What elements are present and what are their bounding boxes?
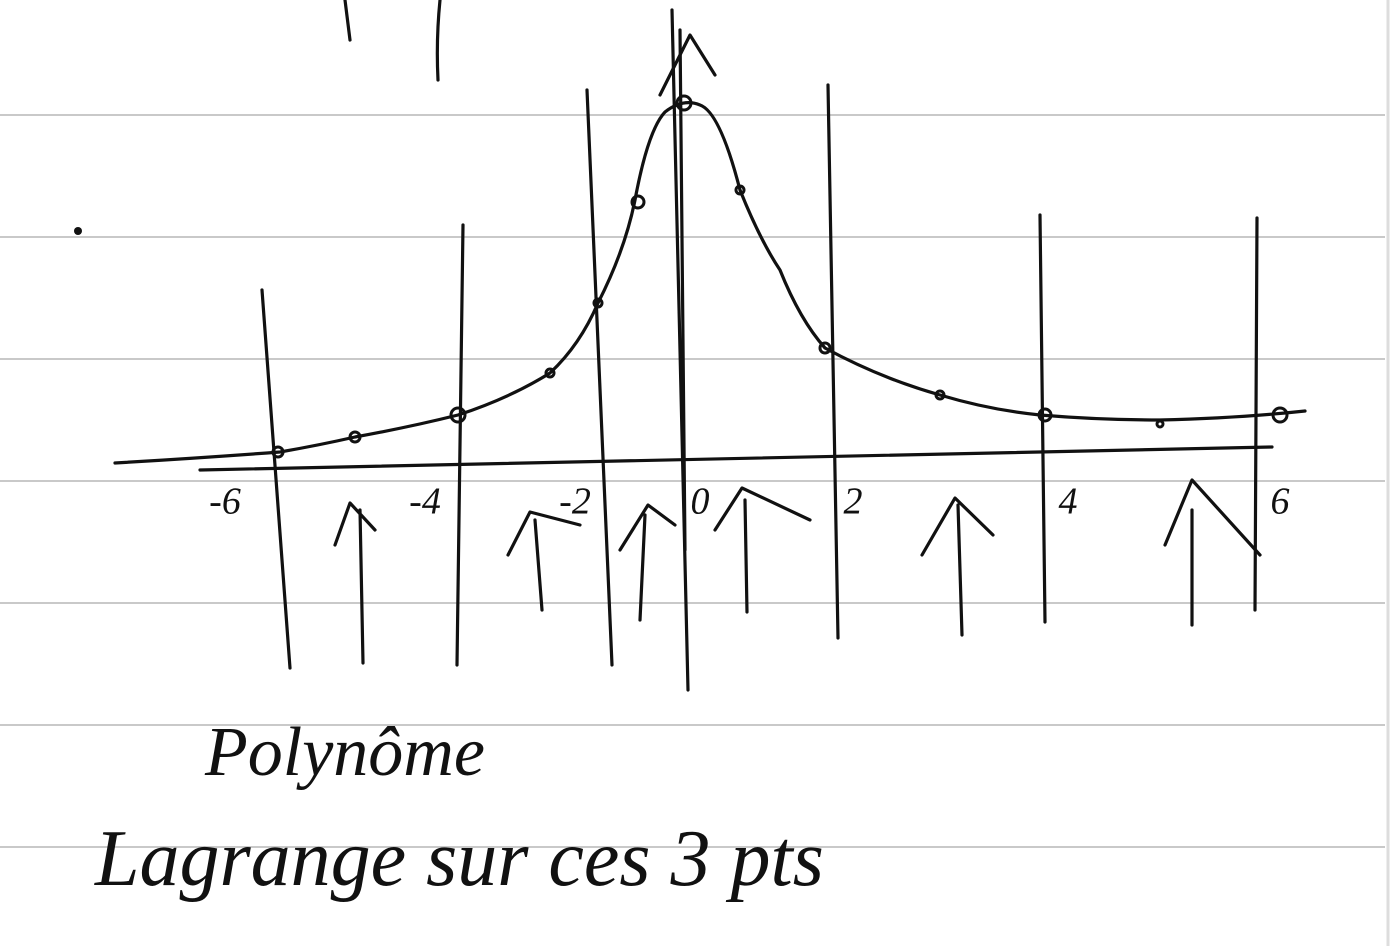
note-lagrange: Lagrange sur ces 3 pts <box>94 815 824 903</box>
axis-label: -2 <box>559 481 591 523</box>
axis-label: 0 <box>691 481 710 523</box>
axis-labels: -6 -4 -2 0 2 4 6 <box>209 481 1289 523</box>
axis-label: 2 <box>844 481 863 523</box>
axis-label: -6 <box>209 481 241 523</box>
sketch <box>74 0 1307 692</box>
axis-label: -4 <box>409 481 441 523</box>
note-polynome: Polynôme <box>204 714 485 791</box>
axis-label: 4 <box>1059 481 1078 523</box>
axis-label: 6 <box>1271 481 1290 523</box>
